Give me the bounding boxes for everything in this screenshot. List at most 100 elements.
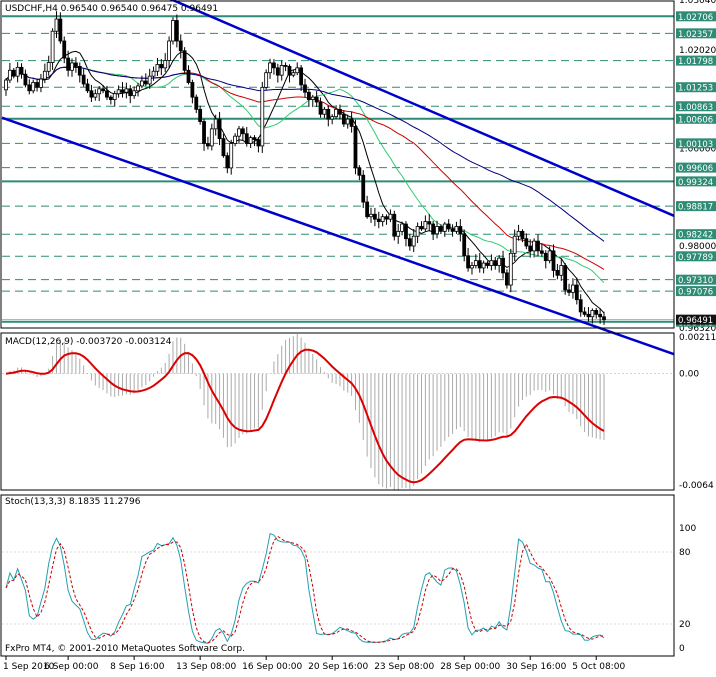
candle-body xyxy=(171,20,175,42)
candle-body xyxy=(326,108,331,120)
candle-body xyxy=(369,213,373,218)
macd-title: MACD(12,26,9) -0.003720 -0.003124 xyxy=(5,337,172,347)
candle-body xyxy=(237,128,241,137)
candle-body xyxy=(559,265,564,276)
candle-body xyxy=(372,213,377,220)
candle-body xyxy=(42,70,47,80)
date-label: 8 Sep 16:00 xyxy=(110,662,165,672)
candle-body xyxy=(81,74,86,85)
date-label: 30 Sep 16:00 xyxy=(506,662,566,672)
candle-body xyxy=(586,313,591,318)
candle-body xyxy=(268,62,272,74)
date-label: 6 Sep 00:00 xyxy=(44,662,99,672)
level-tag: 1.01253 xyxy=(678,84,713,94)
candle-body xyxy=(466,255,470,269)
main-title: USDCHF,H4 0.96540 0.96540 0.96475 0.9649… xyxy=(5,4,218,14)
price-axis-label: 1.03040 xyxy=(679,0,716,6)
candle-body xyxy=(248,137,253,144)
candle-body xyxy=(493,260,498,266)
candle-body xyxy=(497,257,502,266)
candle-body xyxy=(225,155,230,169)
candle-body xyxy=(578,299,583,313)
current-price-tag: 0.96491 xyxy=(678,316,713,326)
candle-body xyxy=(574,284,579,301)
candle-body xyxy=(551,250,556,271)
candle-body xyxy=(481,262,486,269)
candle-body xyxy=(427,221,432,225)
candle-body xyxy=(112,93,117,100)
candle-body xyxy=(462,233,467,257)
candle-body xyxy=(221,138,226,157)
stoch-title: Stoch(13,3,3) 8.1835 11.2796 xyxy=(5,497,141,507)
date-label: 1 Sep 2010 xyxy=(3,662,55,672)
level-tag-bg xyxy=(676,101,716,112)
candle-body xyxy=(283,65,288,67)
channel-upper-line xyxy=(169,0,675,217)
candle-body xyxy=(602,316,606,321)
candle-body xyxy=(349,118,354,127)
date-label: 16 Sep 00:00 xyxy=(242,662,302,672)
level-tag-bg xyxy=(676,82,716,93)
candle-body xyxy=(89,90,94,98)
candle-body xyxy=(594,310,599,315)
candle-body xyxy=(318,101,323,115)
candle-body xyxy=(116,89,121,95)
candle-body xyxy=(396,230,401,237)
candle-body xyxy=(279,65,284,76)
candle-body xyxy=(345,118,350,125)
candle-body xyxy=(532,240,537,252)
candle-body xyxy=(404,223,408,240)
level-tag: 0.99606 xyxy=(678,164,713,174)
candle-body xyxy=(330,116,335,120)
level-tag: 0.99324 xyxy=(678,178,713,188)
candle-body xyxy=(512,235,517,254)
candle-body xyxy=(501,257,505,274)
candle-body xyxy=(73,62,78,67)
level-tag: 0.97310 xyxy=(678,276,713,286)
candle-body xyxy=(458,226,463,235)
candle-body xyxy=(563,265,568,291)
candle-body xyxy=(93,93,98,98)
candle-body xyxy=(299,67,304,86)
level-tag: 0.98817 xyxy=(678,203,713,213)
stoch-axis-label: 0 xyxy=(679,644,685,654)
candle-body xyxy=(306,91,311,100)
level-tag-bg xyxy=(676,251,716,262)
candle-body xyxy=(209,128,214,147)
candle-body xyxy=(190,82,195,98)
candle-body xyxy=(15,66,20,77)
level-tag: 1.02706 xyxy=(678,13,713,23)
candle-body xyxy=(547,250,552,262)
candle-body xyxy=(361,174,366,203)
price-axis-label: 1.02020 xyxy=(679,46,716,56)
candle-body xyxy=(365,201,370,218)
candle-body xyxy=(23,73,28,86)
channel-lower-line xyxy=(1,116,675,356)
candle-body xyxy=(198,108,203,122)
stoch-axis-label: 20 xyxy=(679,620,691,630)
date-label: 13 Sep 08:00 xyxy=(176,662,236,672)
candle-body xyxy=(62,40,67,59)
candle-body xyxy=(151,70,156,77)
date-label: 23 Sep 08:00 xyxy=(374,662,434,672)
candle-body xyxy=(590,310,595,318)
candle-body xyxy=(485,262,490,266)
candle-body xyxy=(206,143,210,147)
candle-body xyxy=(147,75,152,85)
candle-body xyxy=(275,67,280,76)
price-axis-label: 0.96320 xyxy=(679,324,716,334)
candle-body xyxy=(338,108,342,115)
macd-axis-label: -0.0064 xyxy=(679,481,714,491)
candle-body xyxy=(567,289,571,293)
candle-body xyxy=(143,80,148,85)
stoch-panel xyxy=(2,533,674,644)
candle-body xyxy=(186,69,191,83)
level-tag-bg xyxy=(676,28,716,39)
candle-body xyxy=(524,238,529,247)
candle-body xyxy=(202,121,206,144)
candle-body xyxy=(77,65,82,76)
candle-body xyxy=(31,82,36,92)
candle-body xyxy=(543,252,548,262)
candle-body xyxy=(516,230,521,237)
